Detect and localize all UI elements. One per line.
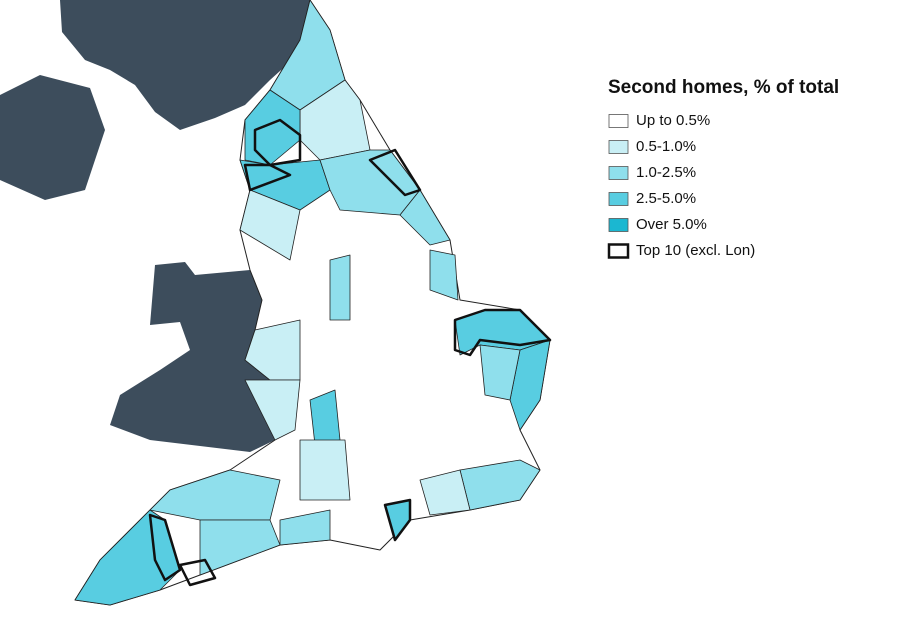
district (299, 439, 351, 501)
district (74, 509, 181, 606)
top-10-outline (253, 118, 302, 167)
district (479, 344, 521, 401)
top-10-outline (148, 513, 182, 582)
legend: Second homes, % of total Up to 0.5% 0.5-1… (607, 77, 839, 259)
district (329, 254, 351, 321)
legend-swatch (608, 192, 629, 206)
top-10-outline (383, 498, 412, 542)
district (399, 189, 451, 246)
top-10-outline (453, 308, 552, 357)
top-10-outlines (148, 118, 552, 587)
district (309, 389, 341, 446)
district (429, 249, 459, 301)
legend-label: Over 5.0% (636, 216, 707, 233)
district (149, 469, 281, 521)
district (279, 509, 331, 546)
district (419, 469, 471, 516)
legend-swatch (608, 140, 629, 154)
legend-label: 0.5-1.0% (636, 138, 696, 155)
top-10-outline (178, 558, 217, 587)
districts (74, 0, 551, 606)
scotland (60, 0, 310, 130)
legend-swatch (608, 114, 629, 128)
legend-label: 1.0-2.5% (636, 164, 696, 181)
legend-label: Top 10 (excl. Lon) (636, 242, 755, 259)
wales (110, 262, 275, 452)
legend-label: 2.5-5.0% (636, 190, 696, 207)
top-10-outline (243, 163, 292, 192)
legend-label: Up to 0.5% (636, 112, 710, 129)
legend-swatch (608, 166, 629, 180)
legend-title: Second homes, % of total (608, 77, 839, 98)
map (0, 0, 552, 606)
legend-swatch (608, 218, 629, 232)
district (199, 519, 281, 576)
district (244, 379, 301, 441)
district (239, 189, 301, 261)
northern-ireland (0, 75, 105, 200)
legend-swatch (607, 243, 630, 259)
top-10-outline (368, 148, 422, 197)
